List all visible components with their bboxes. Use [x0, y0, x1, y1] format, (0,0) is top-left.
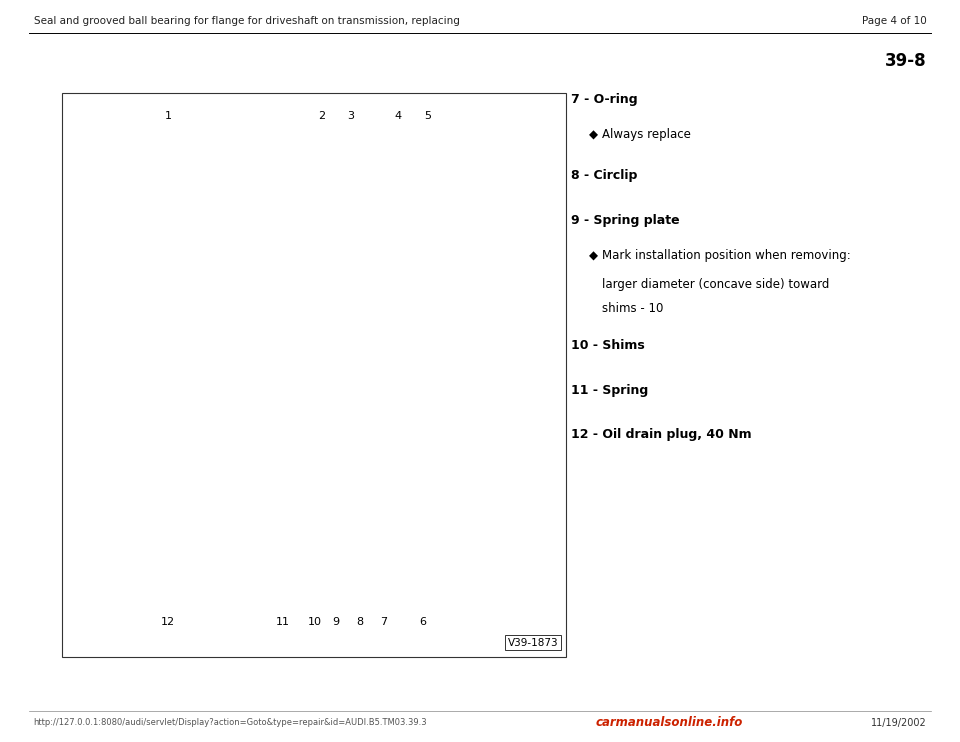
- Text: V39-1873: V39-1873: [508, 638, 559, 648]
- Text: 1: 1: [164, 111, 172, 121]
- Text: 9 - Spring plate: 9 - Spring plate: [571, 214, 680, 227]
- Text: 10 - Shims: 10 - Shims: [571, 339, 645, 352]
- Text: Seal and grooved ball bearing for flange for driveshaft on transmission, replaci: Seal and grooved ball bearing for flange…: [34, 16, 460, 26]
- Text: carmanualsonline.info: carmanualsonline.info: [595, 716, 743, 729]
- Text: 9: 9: [332, 617, 340, 627]
- Text: 8: 8: [356, 617, 364, 627]
- Text: 2: 2: [318, 111, 325, 121]
- Text: ◆: ◆: [588, 249, 597, 263]
- Text: 11: 11: [276, 617, 290, 627]
- Text: 39-8: 39-8: [885, 52, 926, 70]
- Text: 12 - Oil drain plug, 40 Nm: 12 - Oil drain plug, 40 Nm: [571, 428, 752, 441]
- Text: 11 - Spring: 11 - Spring: [571, 384, 648, 397]
- Text: 10: 10: [308, 617, 322, 627]
- Text: http://127.0.0.1:8080/audi/servlet/Display?action=Goto&type=repair&id=AUDI.B5.TM: http://127.0.0.1:8080/audi/servlet/Displ…: [34, 718, 427, 727]
- Text: larger diameter (concave side) toward: larger diameter (concave side) toward: [602, 278, 829, 291]
- Text: 5: 5: [423, 111, 431, 121]
- Bar: [62, 93, 566, 657]
- Text: shims - 10: shims - 10: [602, 302, 663, 315]
- Text: Mark installation position when removing:: Mark installation position when removing…: [602, 249, 851, 263]
- Text: 12: 12: [161, 617, 175, 627]
- Text: Always replace: Always replace: [602, 128, 691, 142]
- Text: 7 - O-ring: 7 - O-ring: [571, 93, 637, 106]
- Text: 4: 4: [395, 111, 402, 121]
- Text: 3: 3: [347, 111, 354, 121]
- Text: 6: 6: [419, 617, 426, 627]
- Text: 8 - Circlip: 8 - Circlip: [571, 169, 637, 183]
- Text: 7: 7: [380, 617, 388, 627]
- Text: ◆: ◆: [588, 128, 597, 142]
- Text: 11/19/2002: 11/19/2002: [871, 718, 926, 728]
- Text: Page 4 of 10: Page 4 of 10: [862, 16, 926, 26]
